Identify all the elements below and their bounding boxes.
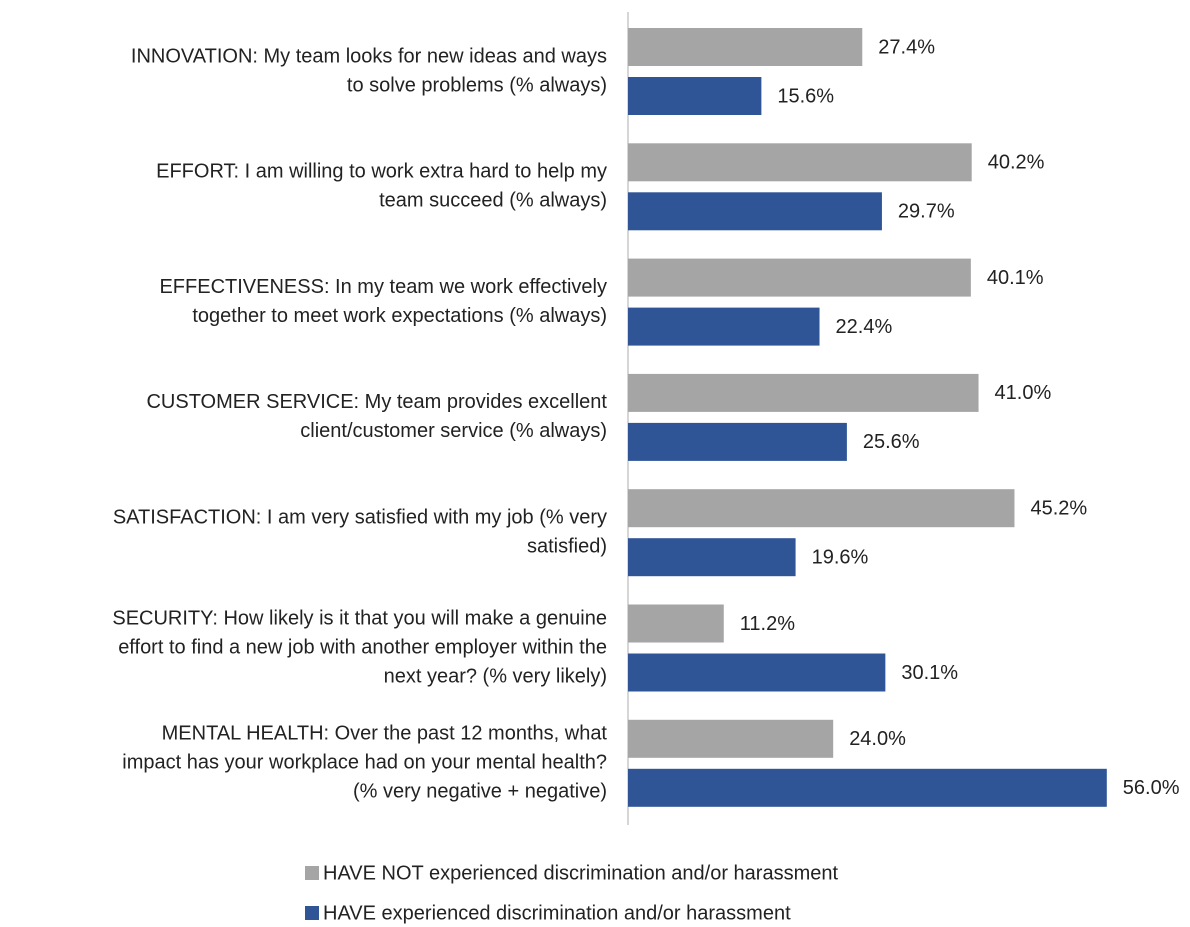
bar [628, 192, 882, 231]
legend-label: HAVE experienced discrimination and/or h… [323, 902, 791, 924]
value-label: 45.2% [1030, 497, 1087, 519]
category-label: CUSTOMER SERVICE: My team provides excel… [146, 391, 607, 413]
category-label: client/customer service (% always) [300, 420, 607, 442]
value-label: 22.4% [836, 316, 893, 338]
legend-swatch [305, 906, 319, 920]
value-label: 41.0% [995, 382, 1052, 404]
category-label: to solve problems (% always) [347, 74, 607, 96]
bar [628, 653, 886, 692]
category-label: impact has your workplace had on your me… [122, 752, 607, 774]
bar [628, 77, 762, 115]
category-label: EFFORT: I am willing to work extra hard … [156, 161, 607, 183]
value-label: 30.1% [901, 662, 958, 684]
category-label: SECURITY: How likely is it that you will… [112, 607, 607, 629]
value-label: 19.6% [812, 546, 869, 568]
bar [628, 489, 1015, 528]
bar [628, 373, 979, 412]
bar [628, 422, 847, 461]
bar [628, 307, 820, 346]
bar [628, 719, 834, 758]
value-label: 40.2% [988, 152, 1045, 174]
legend-label: HAVE NOT experienced discrimination and/… [323, 862, 838, 884]
category-label: INNOVATION: My team looks for new ideas … [131, 45, 607, 67]
bar [628, 768, 1107, 807]
value-label: 24.0% [849, 728, 906, 750]
category-label: SATISFACTION: I am very satisfied with m… [113, 506, 607, 528]
value-label: 56.0% [1123, 777, 1180, 799]
bar [628, 538, 796, 577]
value-label: 27.4% [878, 36, 935, 58]
bar [628, 258, 971, 297]
category-label: (% very negative + negative) [353, 781, 607, 803]
legend-swatch [305, 866, 319, 880]
category-label: MENTAL HEALTH: Over the past 12 months, … [162, 723, 608, 745]
bar [628, 28, 863, 66]
value-label: 25.6% [863, 431, 920, 453]
bar [628, 604, 724, 643]
value-label: 11.2% [740, 613, 795, 635]
category-label: team succeed (% always) [379, 190, 607, 212]
value-label: 40.1% [987, 267, 1044, 289]
category-label: EFFECTIVENESS: In my team we work effect… [159, 276, 607, 298]
category-label: together to meet work expectations (% al… [192, 305, 607, 327]
value-label: 29.7% [898, 201, 955, 223]
category-label: satisfied) [527, 535, 607, 557]
category-label: next year? (% very likely) [384, 665, 607, 687]
category-label: effort to find a new job with another em… [118, 636, 607, 658]
bar [628, 143, 972, 182]
value-label: 15.6% [777, 85, 834, 107]
